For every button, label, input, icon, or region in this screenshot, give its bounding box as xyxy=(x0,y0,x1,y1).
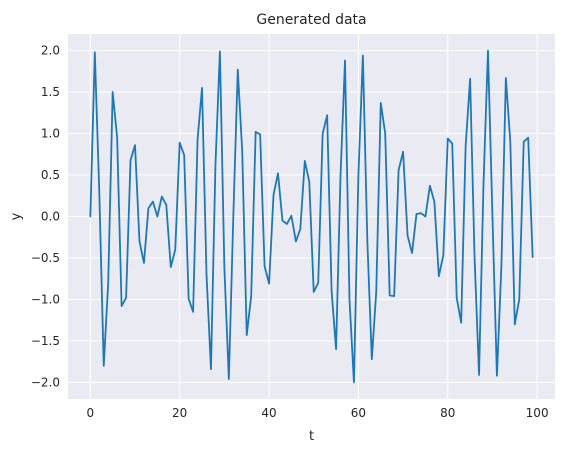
x-tick-label: 20 xyxy=(172,406,187,420)
x-axis-label: t xyxy=(309,429,314,444)
y-axis-label: y xyxy=(9,212,24,220)
tick-labels: 0 20 40 60 80 100 −2.0 −1.5 −1.0 −0.5 0.0 0.5 1.0 1.5… xyxy=(31,44,549,420)
y-tick-label: 1.5 xyxy=(41,85,60,99)
y-tick-label: 0.5 xyxy=(41,168,60,182)
y-tick-label: 0.0 xyxy=(41,210,60,224)
x-tick-label: 80 xyxy=(440,406,455,420)
y-tick-label: 2.0 xyxy=(41,44,60,58)
x-tick-label: 40 xyxy=(261,406,276,420)
y-tick-label: −2.0 xyxy=(31,375,60,389)
chart-title: Generated data xyxy=(256,12,366,28)
y-tick-label: −0.5 xyxy=(31,251,60,265)
x-tick-label: 100 xyxy=(526,406,549,420)
x-tick-label: 0 xyxy=(87,406,95,420)
series-line xyxy=(89,49,534,384)
y-tick-label: −1.5 xyxy=(31,334,60,348)
x-tick-label: 60 xyxy=(351,406,366,420)
series-layer xyxy=(89,49,534,384)
y-tick-label: −1.0 xyxy=(31,292,60,306)
y-tick-label: 1.0 xyxy=(41,127,60,141)
